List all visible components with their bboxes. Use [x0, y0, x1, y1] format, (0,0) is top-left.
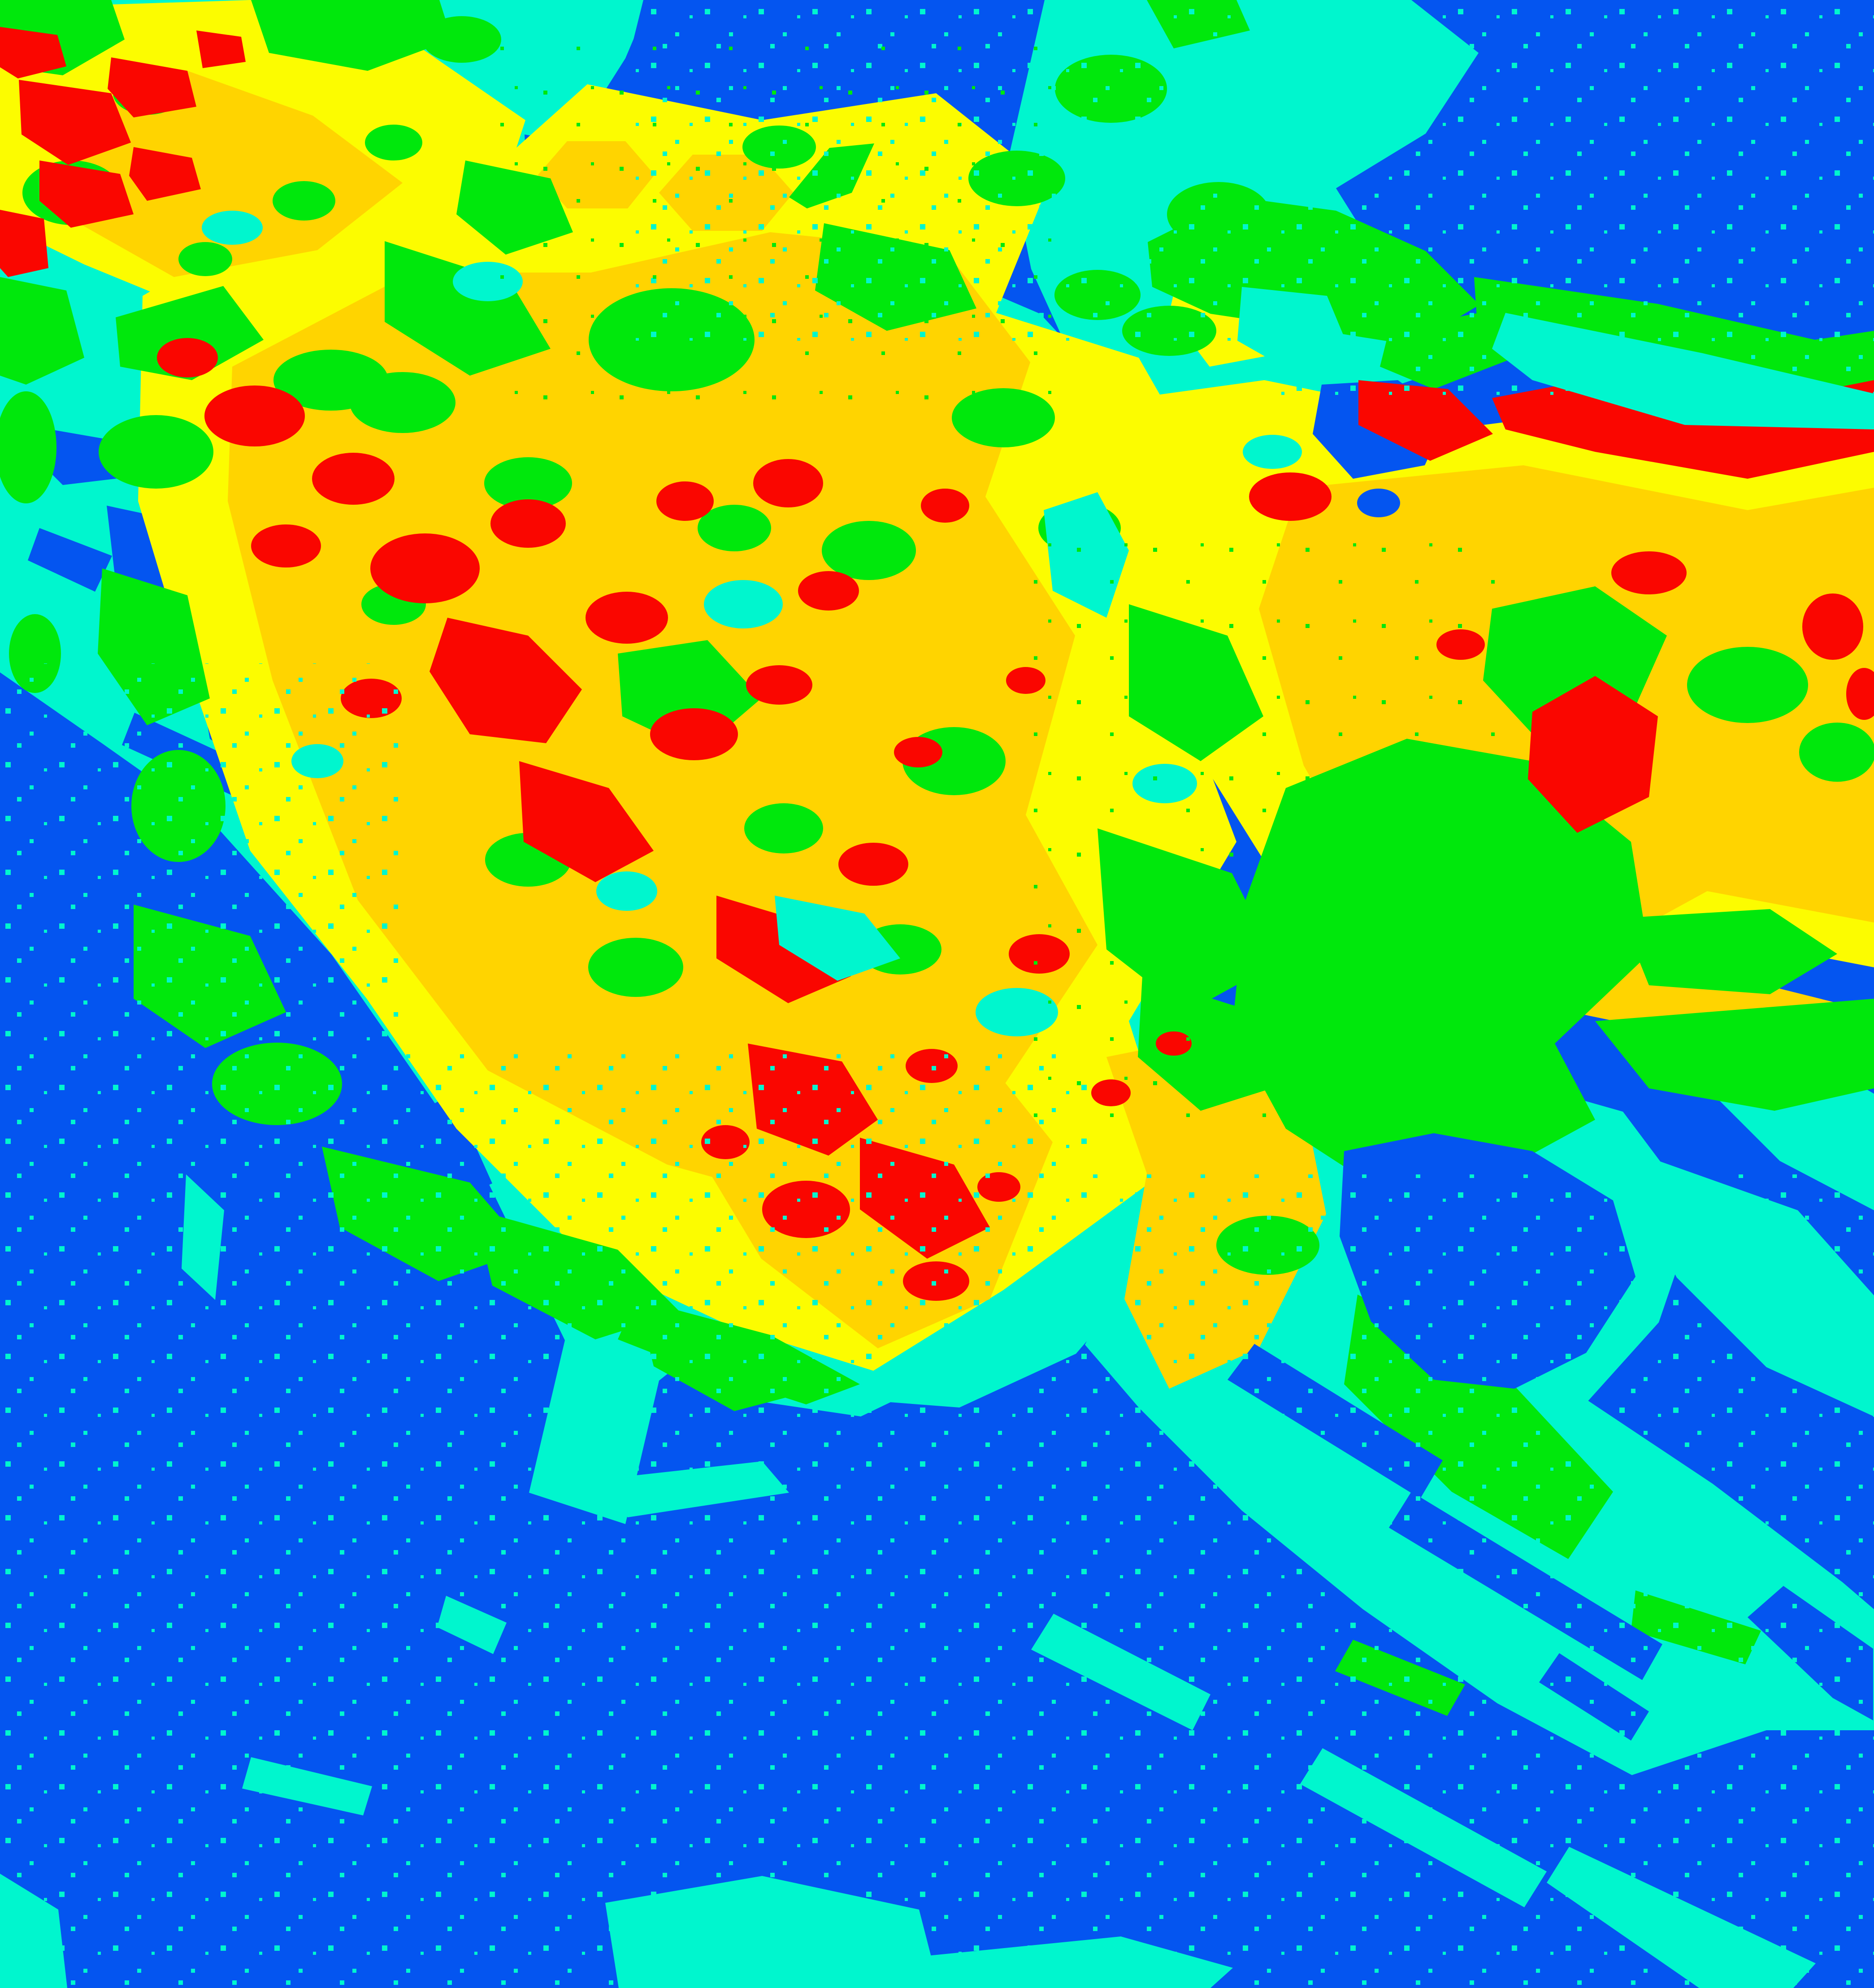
cyan-lake: [1243, 435, 1302, 469]
green-patch: [422, 16, 501, 63]
speckles-ocean-west: [0, 663, 403, 1089]
red-blob: [370, 533, 480, 603]
speckles-ocean-southeast: [1089, 1174, 1874, 1988]
red-blob: [586, 592, 668, 644]
speckles-land-north: [493, 27, 1054, 412]
cyan-lake: [596, 871, 657, 911]
red-blob: [650, 708, 738, 760]
green-bands-east: [1380, 277, 1874, 1111]
red-blob: [656, 481, 714, 521]
green-patch: [698, 505, 771, 551]
green-patch: [822, 521, 916, 580]
green-patch: [178, 242, 232, 276]
gold-misc: [53, 71, 1874, 1389]
green-patch: [588, 938, 683, 997]
red-blob: [204, 385, 305, 446]
green-patch: [1799, 723, 1874, 782]
red-blob: [1846, 668, 1874, 720]
green-patch: [744, 803, 823, 853]
green-patch: [365, 125, 422, 160]
red-blob: [1611, 551, 1687, 594]
red-blob: [894, 737, 942, 767]
green-patch: [484, 457, 572, 509]
red-blob: [157, 338, 218, 377]
green-patch: [1687, 647, 1808, 723]
green-patch: [99, 415, 213, 489]
red-blob: [1802, 593, 1863, 660]
red-blob: [1249, 472, 1332, 521]
blue-lake-small: [1357, 489, 1400, 517]
red-blob: [798, 571, 859, 611]
red-blob: [490, 499, 566, 548]
red-northwest-cluster: [0, 27, 246, 277]
speckles-ocean-southwest: [0, 1044, 1089, 1988]
cyan-lake: [704, 580, 783, 628]
red-blob: [251, 524, 321, 567]
red-blob: [753, 459, 823, 507]
red-blob: [312, 453, 395, 505]
red-blob: [746, 665, 812, 705]
speckles-ocean-northeast: [1255, 0, 1874, 403]
green-patch: [350, 372, 455, 433]
red-central-cluster: [429, 618, 851, 1003]
green-patch: [273, 181, 335, 221]
red-blob: [838, 843, 908, 886]
speckles-land-east: [1031, 515, 1502, 1152]
green-patch: [0, 391, 56, 503]
red-blob: [921, 489, 969, 523]
cyan-lake: [202, 211, 263, 245]
